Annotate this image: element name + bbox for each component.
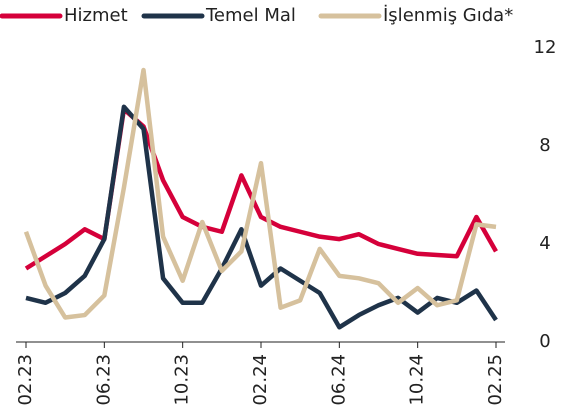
- legend-label: Hizmet: [64, 5, 128, 26]
- y-tick-label: 12: [534, 37, 557, 58]
- legend-label: İşlenmiş Gıda*: [383, 5, 513, 26]
- series-line: [23, 67, 497, 320]
- x-tick-label: 02.25: [485, 354, 506, 406]
- y-tick-label: 8: [539, 135, 550, 156]
- x-tick-label: 06.23: [93, 354, 114, 406]
- series-line: [25, 104, 498, 330]
- series-line: [24, 107, 498, 271]
- x-tick-label: 06.24: [328, 354, 349, 406]
- x-tick-label: 10.23: [172, 354, 193, 406]
- x-tick-label: 10.24: [407, 354, 428, 406]
- y-tick-label: 0: [539, 331, 550, 352]
- legend-label: Temel Mal: [205, 5, 296, 26]
- y-tick-label: 4: [539, 233, 550, 254]
- x-tick-label: 02.24: [250, 354, 271, 406]
- x-tick-label: 02.23: [15, 354, 36, 406]
